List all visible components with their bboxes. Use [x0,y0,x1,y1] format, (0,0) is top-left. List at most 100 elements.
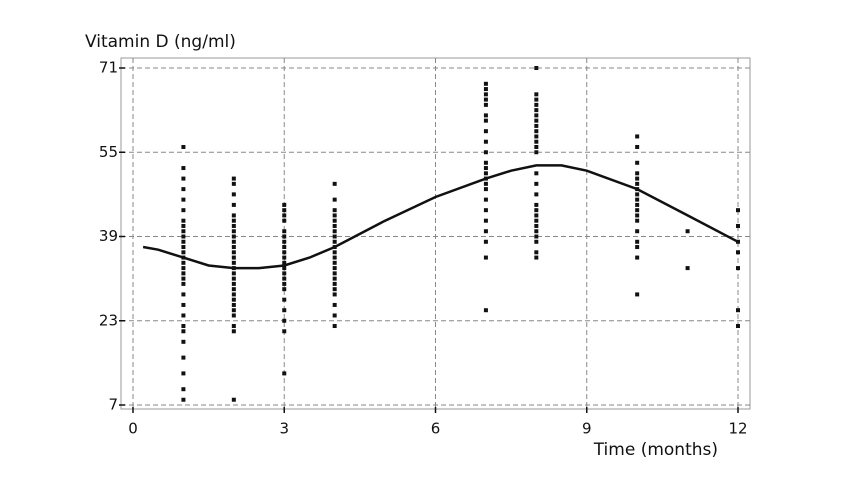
data-point [534,192,539,197]
data-point [534,250,539,255]
data-point [282,287,287,292]
data-point [282,234,287,239]
data-point [181,250,186,255]
data-point [282,245,287,250]
data-point [282,202,287,207]
data-point [534,218,539,223]
data-point [231,324,236,329]
data-point [332,213,337,218]
data-point [483,308,488,313]
data-point [332,260,337,265]
data-point [282,318,287,323]
data-point [282,329,287,334]
data-point [332,229,337,234]
data-point [231,302,236,307]
data-point [534,213,539,218]
data-point [332,181,337,186]
data-point [534,139,539,144]
data-point [483,166,488,171]
data-point [332,208,337,213]
data-point [534,150,539,155]
y-axis-title: Vitamin D (ng/ml) [85,32,236,52]
x-axis-title: Time (months) [593,440,718,460]
data-point [635,229,640,234]
data-point [483,81,488,86]
x-tick-label: 9 [582,420,592,438]
data-point [282,239,287,244]
data-point [231,192,236,197]
data-point [483,129,488,134]
data-point [534,223,539,228]
data-point [181,197,186,202]
data-point [483,171,488,176]
data-point [635,202,640,207]
data-point [231,271,236,276]
data-point [181,371,186,376]
data-point [181,397,186,402]
data-point [534,181,539,186]
data-point [181,324,186,329]
data-point [332,234,337,239]
data-point [332,266,337,271]
data-point [483,197,488,202]
data-point [332,313,337,318]
x-tick-label: 12 [728,420,747,438]
data-point [635,218,640,223]
y-tick-label: 7 [108,396,118,414]
data-point [483,218,488,223]
data-point [332,239,337,244]
data-point [332,324,337,329]
data-point [231,245,236,250]
data-point [483,181,488,186]
data-point [332,250,337,255]
data-point [736,250,740,255]
data-point [181,187,186,192]
data-point [635,245,640,250]
data-point [635,134,640,139]
y-tick-label: 39 [99,227,118,245]
data-point [483,87,488,92]
data-point [635,176,640,181]
data-point [685,229,690,234]
data-point [534,208,539,213]
data-point [736,208,740,213]
data-point [483,150,488,155]
data-point [231,397,236,402]
data-point [534,92,539,97]
data-point [231,176,236,181]
data-point [483,97,488,102]
data-point [231,239,236,244]
data-point [181,234,186,239]
data-point [483,187,488,192]
data-point [736,308,740,313]
data-point [685,266,690,271]
data-point [534,234,539,239]
data-point [282,260,287,265]
data-point [332,276,337,281]
data-point [231,287,236,292]
data-point [181,329,186,334]
data-point [181,245,186,250]
data-point [181,223,186,228]
data-point [282,208,287,213]
data-point [181,229,186,234]
y-tick-label: 55 [99,143,118,161]
data-point [635,255,640,260]
data-point [534,123,539,128]
data-point [534,102,539,107]
data-point [534,134,539,139]
data-point [231,255,236,260]
data-point [231,313,236,318]
data-point [635,197,640,202]
data-point [231,181,236,186]
data-point [483,229,488,234]
data-point [534,171,539,176]
data-point [181,387,186,392]
data-point [483,139,488,144]
data-point [181,292,186,297]
data-point [635,171,640,176]
data-point [736,223,740,228]
data-point [181,339,186,344]
data-point [181,302,186,307]
data-point [181,266,186,271]
